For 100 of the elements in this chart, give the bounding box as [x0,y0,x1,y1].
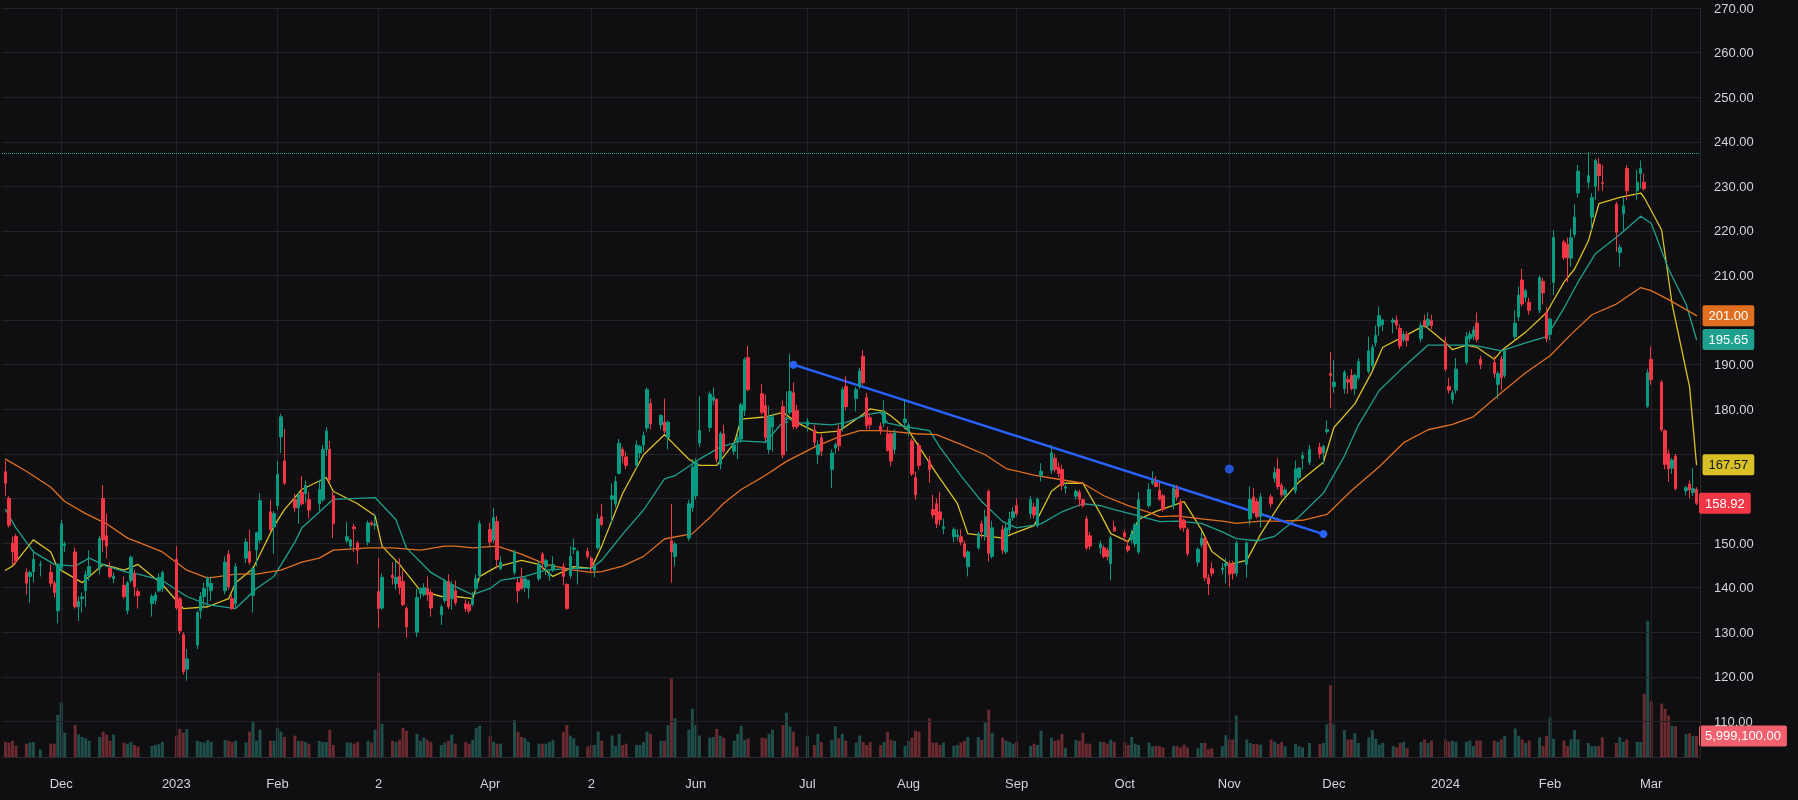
bar [1252,744,1256,757]
candlestick [1688,480,1691,499]
bar [464,741,468,757]
bar [1137,745,1141,757]
bar [84,738,88,757]
y-tick-label: 130.00 [1714,624,1754,640]
candlestick [279,413,283,454]
candlestick [1172,483,1175,511]
bar [1245,739,1249,757]
candlestick [230,594,234,611]
bar [1635,741,1639,757]
bar [1342,730,1346,757]
bar [837,738,841,757]
data-label: 195.65 [1708,331,1749,347]
candlestick [185,648,189,682]
candlestick [1332,359,1336,394]
candlestick [1527,297,1531,316]
y-tick-label: 250.00 [1714,89,1754,105]
bar [1419,741,1423,757]
candlestick [781,399,785,459]
bar [450,734,454,757]
bar [767,733,771,757]
candlestick [1259,492,1262,528]
bar [980,739,984,757]
x-tick-label: Oct [1114,776,1136,791]
candlestick [1517,286,1520,322]
candlestick [1329,351,1332,409]
bar [209,741,213,757]
candlestick [1391,317,1395,334]
candlestick [1200,531,1203,548]
bar [345,742,349,757]
candlestick [1405,330,1409,348]
candlestick [352,523,356,553]
x-tick-label: 2 [587,776,595,791]
candlestick [635,439,638,469]
bar [812,745,816,757]
candlestick [4,460,7,497]
bar [718,735,722,757]
candlestick [1503,348,1506,379]
candlestick [1646,368,1649,409]
bar [1405,748,1409,757]
bar [98,736,102,757]
bar [1586,742,1590,757]
candlestick [1137,491,1140,555]
candlestick [719,431,722,470]
bar [882,741,886,757]
bar [624,743,628,757]
bar [244,742,248,757]
bar [1691,735,1695,757]
candlestick [98,535,101,575]
candlestick [977,531,980,551]
x-tick-label: Dec [49,776,74,791]
bar [178,728,182,757]
x-tick-label: Nov [1217,776,1242,791]
candlestick [304,480,307,504]
bar [1231,739,1235,757]
candlestick [1294,460,1297,495]
bar [105,734,109,757]
bar [1185,747,1189,757]
line-series [4,286,1698,579]
candlestick [157,572,161,593]
y-tick-label: 240.00 [1714,134,1754,150]
bar [202,742,206,757]
y-tick-label: 230.00 [1714,178,1754,194]
bar [1248,742,1252,757]
candlestick [1618,243,1622,268]
bar [49,743,53,757]
bar [1346,739,1350,757]
candlestick [450,580,454,611]
point [1224,464,1234,474]
data-label: 167.57 [1708,457,1749,473]
candlestick [447,573,450,610]
candlestick [987,489,990,563]
candlestick [673,541,677,567]
bar [230,741,234,757]
bar [1224,735,1228,757]
candlestick [405,605,408,639]
bar [404,730,408,757]
candlestick [956,529,959,542]
candlestick [1423,314,1426,329]
candlestick [269,499,272,533]
candlestick [380,572,384,611]
bar [893,740,897,757]
bar [565,725,569,757]
candlestick [73,546,77,610]
candlestick [1224,557,1228,584]
candlestick [209,575,213,602]
candlestick [1541,277,1545,305]
candlestick [1179,498,1182,531]
bar [1468,740,1472,757]
bar [206,740,210,757]
candlestick [122,575,126,600]
candlestick [1493,355,1496,379]
candlestick [272,510,276,555]
bar [1538,737,1542,757]
candlestick [391,561,394,585]
bar [865,745,869,757]
bar [101,731,105,757]
candlestick [1642,172,1646,192]
bar [1060,733,1064,757]
